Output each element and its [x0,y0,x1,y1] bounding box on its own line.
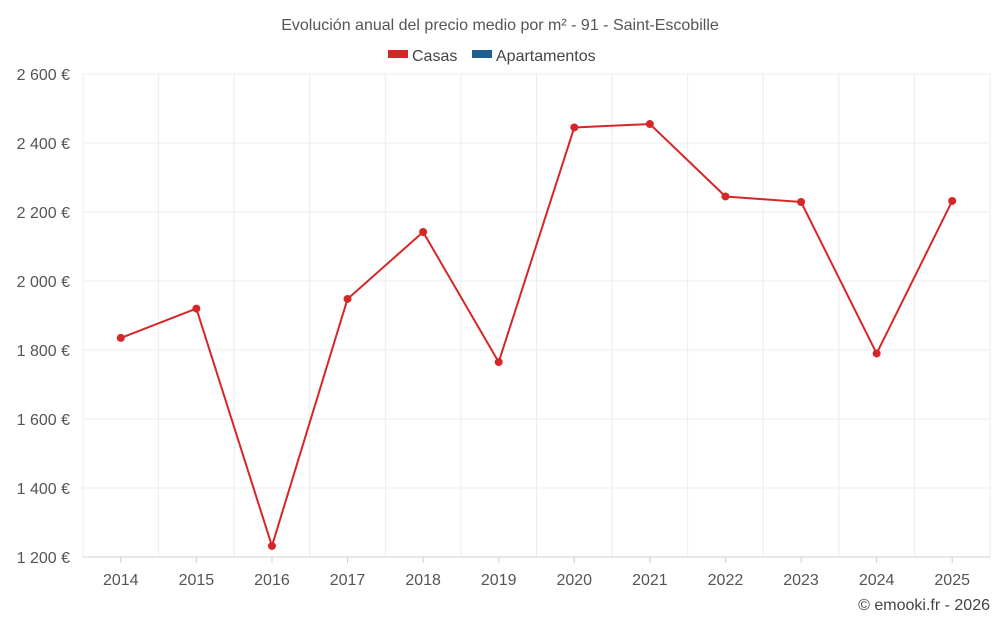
y-tick-label: 1 400 € [17,481,70,498]
legend-label-casas[interactable]: Casas [412,48,457,65]
data-point-casas[interactable] [192,304,201,313]
x-tick-label: 2017 [330,572,366,589]
series-line-casas [120,123,954,547]
x-tick-label: 2018 [405,572,441,589]
x-tick-label: 2025 [934,572,970,589]
data-point-casas[interactable] [872,349,881,358]
legend-label-apartamentos[interactable]: Apartamentos [496,48,596,65]
y-tick-label: 2 200 € [17,205,70,222]
legend-swatch-casas [388,50,408,58]
y-tick-label: 1 600 € [17,412,70,429]
x-tick-label: 2019 [481,572,517,589]
legend-swatch-apartamentos [472,50,492,58]
data-point-casas[interactable] [267,541,276,550]
x-tick-label: 2015 [179,572,215,589]
y-tick-label: 2 600 € [17,67,70,84]
x-tick-label: 2024 [859,572,895,589]
x-tick-label: 2020 [556,572,592,589]
y-tick-label: 1 800 € [17,343,70,360]
x-axis-labels: 2014 2015 2016 2017 2018 2019 2020 2021 2022 2023… [103,557,970,589]
x-tick-label: 2016 [254,572,290,589]
data-point-casas[interactable] [419,228,428,237]
y-axis-labels: 1 200 € 1 400 € 1 600 € 1 800 € 2 000 € 2 200… [17,67,70,567]
data-point-casas[interactable] [645,120,654,129]
data-point-casas[interactable] [797,197,806,206]
x-tick-label: 2021 [632,572,668,589]
series-casas [116,120,957,550]
credit-text: © emooki.fr - 2026 [858,597,990,614]
data-point-casas[interactable] [948,196,957,205]
grid [82,73,991,557]
x-tick-label: 2023 [783,572,819,589]
y-tick-label: 2 000 € [17,274,70,291]
legend: Casas Apartamentos [388,48,596,65]
y-tick-label: 1 200 € [17,550,70,567]
data-point-casas[interactable] [721,192,730,201]
data-point-casas[interactable] [570,123,579,132]
data-point-casas[interactable] [494,358,503,367]
y-tick-label: 2 400 € [17,136,70,153]
x-tick-label: 2014 [103,572,139,589]
data-point-casas[interactable] [343,294,352,303]
chart-title: Evolución anual del precio medio por m² … [281,17,719,34]
x-tick-label: 2022 [708,572,744,589]
data-point-casas[interactable] [116,333,125,342]
